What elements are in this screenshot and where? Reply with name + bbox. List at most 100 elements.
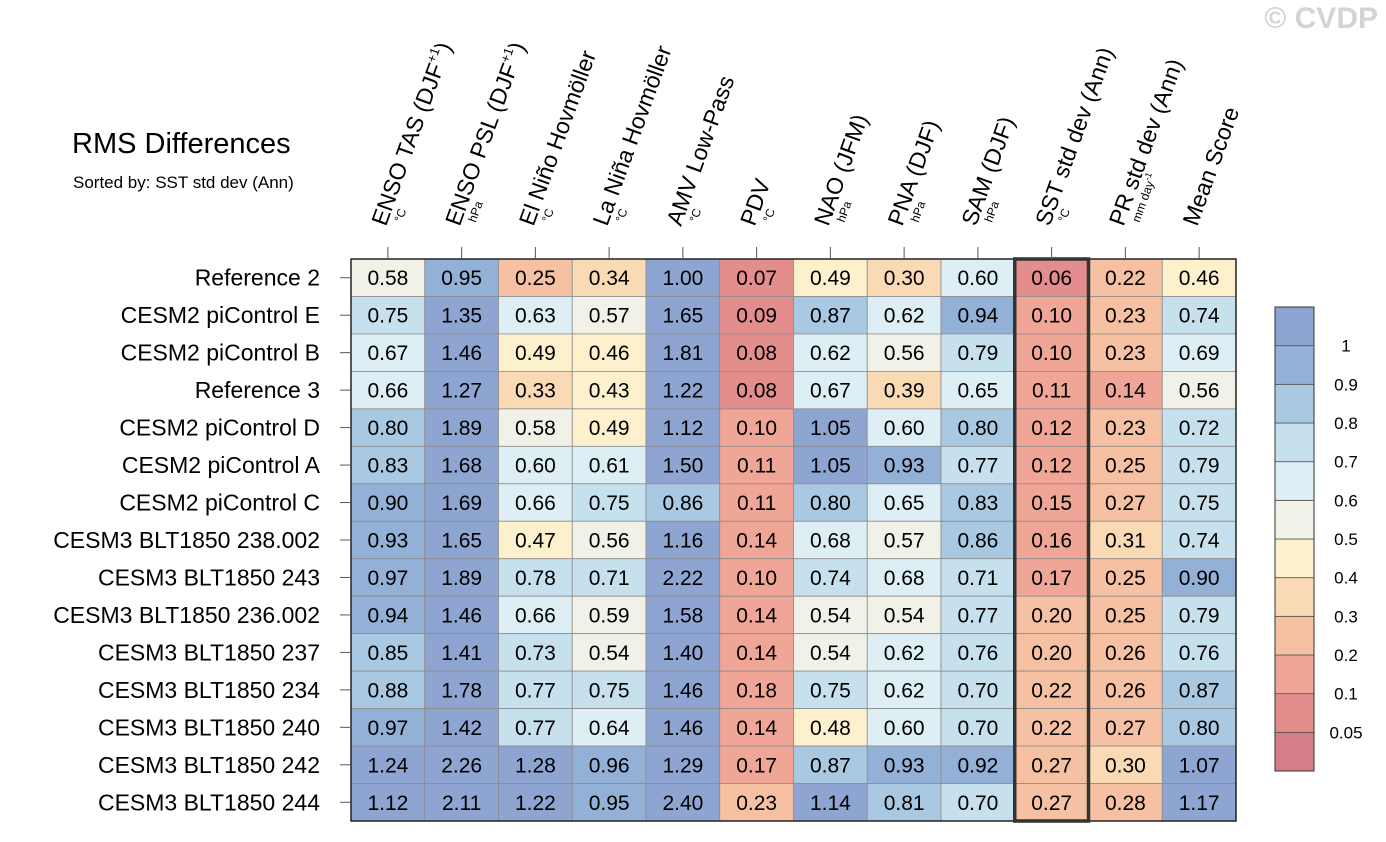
row-label: CESM2 piControl E (121, 302, 320, 328)
column-label: ENSO TAS (DJF+1) (365, 38, 456, 228)
cell-value-label: 0.06 (1031, 267, 1072, 290)
cell-value-label: 0.49 (810, 267, 851, 290)
cell-value-label: 0.60 (884, 717, 925, 740)
colorbar-tick-label: 0.7 (1334, 453, 1358, 472)
cell-value-label: 0.75 (1179, 492, 1220, 515)
heatmap-cell (1161, 633, 1237, 672)
heatmap-cell (424, 745, 499, 784)
cell-value-label: 0.33 (515, 380, 556, 403)
heatmap-cell (793, 745, 868, 784)
cell-value-label: 1.89 (441, 417, 482, 440)
cell-value-label: 1.41 (441, 642, 482, 665)
heatmap-cell (350, 408, 426, 447)
row-label: CESM2 piControl D (119, 415, 320, 441)
heatmap-cell (571, 445, 647, 485)
cell-value-label: 0.76 (957, 642, 998, 665)
heatmap-cell (645, 296, 721, 335)
row-label: CESM3 BLT1850 238.002 (53, 527, 320, 553)
colorbar-tick-label: 0.5 (1334, 530, 1358, 549)
cell-value-label: 0.66 (515, 492, 556, 515)
cell-value-label: 0.71 (957, 567, 998, 590)
heatmap-cell (571, 595, 647, 635)
heatmap-cell (571, 333, 647, 372)
cell-value-label: 0.62 (884, 679, 925, 702)
heatmap-cell (1088, 745, 1163, 784)
heatmap-cell (866, 258, 942, 297)
cell-value-label: 0.14 (736, 530, 777, 553)
cell-value-label: 0.22 (1031, 717, 1072, 740)
heatmap-cell (1088, 558, 1163, 597)
cell-value-label: 0.23 (1105, 417, 1146, 440)
cell-value-label: 0.60 (884, 417, 925, 440)
colorbar-segment (1274, 422, 1315, 463)
cell-value-label: 0.46 (589, 342, 630, 365)
cell-value-label: 0.10 (1031, 305, 1072, 328)
cell-value-label: 0.73 (515, 642, 556, 665)
heatmap-cell (940, 708, 1016, 747)
heatmap-cell (719, 558, 794, 597)
cell-value-label: 1.69 (441, 492, 482, 515)
cell-value-label: 0.12 (1031, 455, 1072, 478)
heatmap-cell (350, 708, 426, 747)
heatmap-cell (498, 633, 573, 672)
heatmap-cell (424, 370, 499, 410)
heatmap-cell (645, 483, 721, 522)
heatmap-cell (645, 520, 721, 560)
cell-value-label: 0.88 (367, 679, 408, 702)
heatmap-cell (793, 296, 868, 335)
row-label: CESM3 BLT1850 234 (98, 677, 320, 703)
heatmap-cell (571, 783, 647, 822)
heatmap-cell (571, 558, 647, 597)
cell-value-label: 0.79 (957, 342, 998, 365)
cell-value-label: 0.62 (810, 342, 851, 365)
heatmap-cell (498, 783, 573, 822)
cell-value-label: 0.22 (1031, 679, 1072, 702)
cell-value-label: 0.87 (810, 754, 851, 777)
heatmap-cell (1161, 520, 1237, 560)
cell-value-label: 0.30 (884, 267, 925, 290)
cell-value-label: 0.74 (810, 567, 851, 590)
cell-value-label: 1.05 (810, 455, 851, 478)
heatmap-cell (1161, 258, 1237, 297)
colorbar-segment (1274, 306, 1315, 347)
heatmap-cell (1088, 296, 1163, 335)
column-unit-label: °C (760, 206, 778, 224)
cell-value-label: 0.14 (736, 717, 777, 740)
cell-value-label: 0.70 (957, 792, 998, 815)
cell-value-label: 0.30 (1105, 754, 1146, 777)
cell-value-label: 0.57 (589, 305, 630, 328)
heatmap-cell (350, 783, 426, 822)
cell-value-label: 0.27 (1105, 717, 1146, 740)
cell-value-label: 0.65 (957, 380, 998, 403)
heatmap-cell (498, 333, 573, 372)
heatmap-cell (940, 670, 1016, 710)
cell-value-label: 0.74 (1179, 305, 1220, 328)
cell-value-label: 0.08 (736, 380, 777, 403)
heatmap-cell (1088, 370, 1163, 410)
cell-value-label: 0.27 (1031, 754, 1072, 777)
cell-value-label: 0.81 (884, 792, 925, 815)
heatmap-cell (866, 520, 942, 560)
cell-value-label: 0.25 (1105, 604, 1146, 627)
cell-value-label: 0.62 (884, 305, 925, 328)
heatmap-cell (940, 783, 1016, 822)
heatmap-cell (719, 333, 794, 372)
chart-subtitle: Sorted by: SST std dev (Ann) (73, 173, 294, 192)
cell-value-label: 1.07 (1179, 754, 1220, 777)
heatmap-cell (1161, 408, 1237, 447)
heatmap-cell (940, 595, 1016, 635)
row-label: CESM3 BLT1850 236.002 (53, 602, 320, 628)
heatmap-cell (866, 408, 942, 447)
cell-value-label: 2.40 (662, 792, 703, 815)
cell-value-label: 0.31 (1105, 530, 1146, 553)
heatmap-cell (1014, 595, 1089, 635)
cell-value-label: 0.25 (1105, 567, 1146, 590)
heatmap-cell (1088, 520, 1163, 560)
heatmap-cell (719, 370, 794, 410)
cell-value-label: 0.15 (1031, 492, 1072, 515)
heatmap-cell (1088, 408, 1163, 447)
cell-value-label: 0.80 (1179, 717, 1220, 740)
heatmap-cell (350, 670, 426, 710)
heatmap-cell (866, 783, 942, 822)
